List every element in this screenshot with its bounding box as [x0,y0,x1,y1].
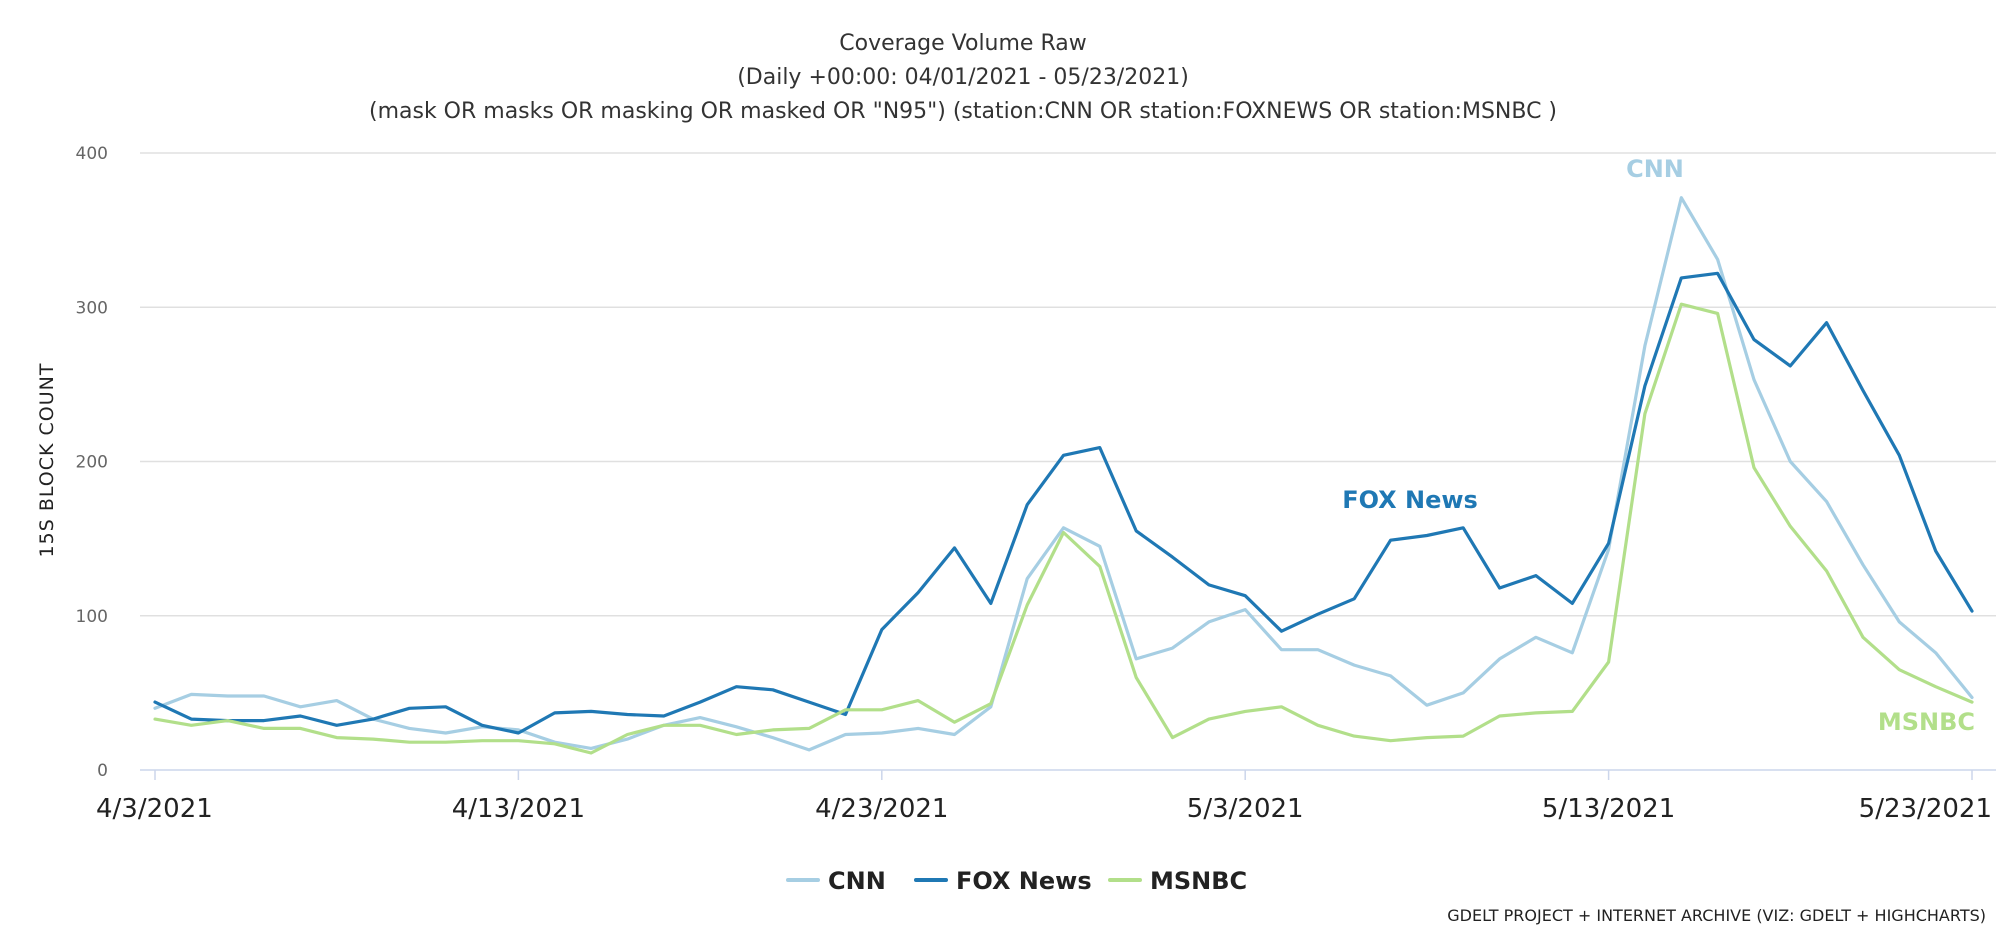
grid-lines [140,152,1996,617]
series-annotations: CNN FOX News MSNBC [1342,155,1975,736]
y-tick-label: 300 [76,298,108,318]
y-tick-label: 100 [76,607,108,627]
legend-label: CNN [828,867,886,895]
y-axis-label: 15S BLOCK COUNT [36,363,58,558]
x-tick-label: 5/13/2021 [1542,794,1675,824]
x-tick-label: 5/3/2021 [1187,794,1304,824]
y-axis-ticks: 0 100 200 300 400 [76,144,108,781]
y-tick-label: 200 [76,453,108,473]
chart-subtitle-query: (mask OR masks OR masking OR masked OR "… [369,99,1557,124]
x-tick-label: 4/23/2021 [815,794,948,824]
y-tick-label: 0 [97,761,108,781]
legend-item-cnn[interactable]: CNN [786,867,886,895]
annotation-fox-news: FOX News [1342,486,1478,514]
y-tick-label: 400 [76,144,108,164]
x-tick-label: 4/3/2021 [96,794,213,824]
legend-item-msnbc[interactable]: MSNBC [1108,867,1247,895]
series-line-msnbc[interactable] [153,302,1974,755]
x-tick-label: 4/13/2021 [452,794,585,824]
series-lines [153,196,1974,755]
legend-label: FOX News [956,867,1092,895]
x-tick-label: 5/23/2021 [1859,794,1992,824]
x-axis-ticks: 4/3/2021 4/13/2021 4/23/2021 5/3/2021 5/13/2… [96,770,1992,824]
chart-subtitle-date-range: (Daily +00:00: 04/01/2021 - 05/23/2021) [737,65,1189,90]
chart-credit: GDELT PROJECT + INTERNET ARCHIVE (VIZ: G… [1447,906,1986,925]
legend[interactable]: CNN FOX News MSNBC [786,867,1247,895]
legend-label: MSNBC [1150,867,1247,895]
chart-title: Coverage Volume Raw [839,31,1087,56]
annotation-msnbc: MSNBC [1878,708,1975,736]
series-line-cnn[interactable] [153,196,1974,752]
series-line-fox-news[interactable] [153,271,1974,735]
legend-item-fox-news[interactable]: FOX News [914,867,1092,895]
annotation-cnn: CNN [1626,155,1684,183]
